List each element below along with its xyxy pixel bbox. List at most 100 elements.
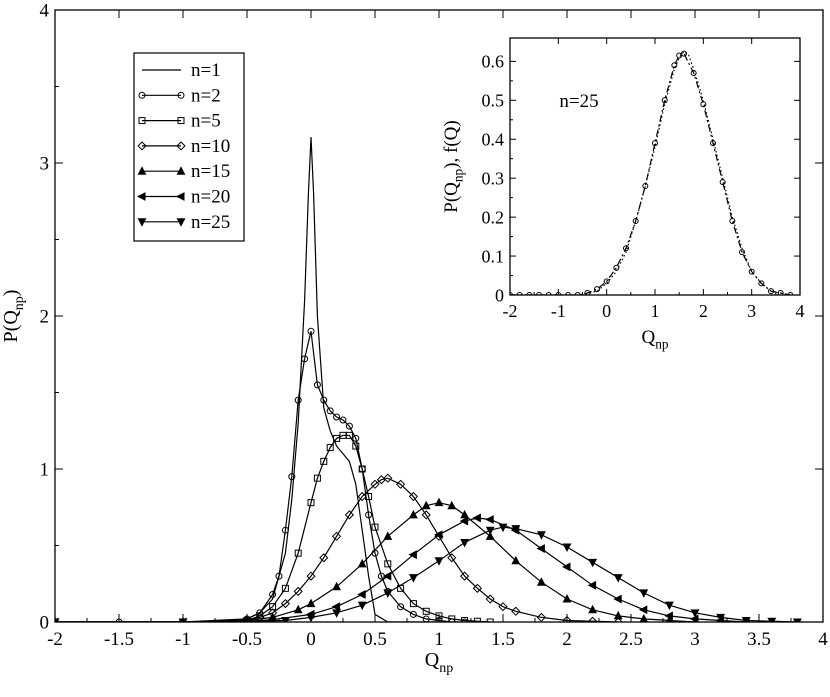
data-point-triangle-up <box>383 531 393 540</box>
y-tick-label: 0.6 <box>482 52 505 72</box>
data-point-circle <box>516 292 523 295</box>
y-tick-label: 2 <box>40 307 50 328</box>
data-point-circle <box>787 292 794 295</box>
data-point-circle <box>652 140 658 147</box>
data-point-circle <box>307 327 315 335</box>
data-point-triangle-left <box>434 530 443 540</box>
data-point-circle <box>435 616 443 622</box>
data-point-diamond <box>395 479 406 489</box>
x-tick-label: -2 <box>47 629 63 650</box>
series-line <box>55 434 491 622</box>
data-point-triangle-left <box>459 516 469 526</box>
data-point-triangle-down <box>460 538 470 548</box>
data-point-diamond <box>176 141 186 151</box>
data-point-triangle-left <box>613 594 622 604</box>
data-point-triangle-up <box>306 598 316 608</box>
data-point-triangle-down <box>242 617 252 622</box>
x-tick-label: 3 <box>747 301 756 321</box>
x-tick-label: 0.5 <box>363 629 387 650</box>
data-point-circle <box>594 286 600 293</box>
data-point-triangle-left <box>331 602 341 612</box>
legend-item: n=1 <box>142 60 221 81</box>
data-point-triangle-up <box>408 509 418 519</box>
plot-frame <box>509 37 801 296</box>
x-tick-label: -1 <box>551 301 566 321</box>
data-point-triangle-up <box>332 581 342 591</box>
data-point-circle <box>339 416 347 424</box>
data-point-triangle-up <box>613 610 623 620</box>
data-point-circle <box>603 278 610 285</box>
legend-item: n=10 <box>137 136 230 157</box>
data-point-circle <box>526 292 533 295</box>
series-n=25 <box>55 523 802 622</box>
x-tick-label: 0 <box>602 301 611 321</box>
data-point-square <box>269 603 277 611</box>
data-point-triangle-down <box>792 618 802 622</box>
data-point-diamond <box>137 141 147 151</box>
y-tick-label: 4 <box>40 1 50 22</box>
data-point-triangle-left <box>137 192 146 201</box>
data-point-triangle-left <box>664 611 673 621</box>
data-point-circle <box>288 473 296 481</box>
data-point-triangle-down <box>562 543 572 553</box>
data-point-triangle-left <box>690 614 699 622</box>
legend-label: n=10 <box>191 136 230 157</box>
data-point-triangle-down <box>357 601 367 611</box>
data-point-diamond <box>498 602 508 612</box>
inset-annotation: n=25 <box>559 91 598 112</box>
data-point-diamond <box>447 553 457 563</box>
data-point-circle <box>632 218 639 225</box>
data-point-circle <box>758 280 765 287</box>
data-point-circle <box>565 292 571 295</box>
data-point-square <box>294 549 302 557</box>
data-point-square <box>345 431 353 439</box>
data-point-circle <box>281 526 289 534</box>
data-point-circle <box>115 618 123 622</box>
series-n=10 <box>55 473 623 622</box>
data-point-square <box>320 457 328 465</box>
data-point-triangle-up <box>357 558 367 568</box>
data-point-triangle-left <box>472 513 481 523</box>
data-point-triangle-left <box>176 192 185 201</box>
data-point-circle <box>661 97 668 104</box>
legend-item: n=5 <box>138 111 221 132</box>
x-tick-label: 2 <box>562 629 572 650</box>
data-point-triangle-down <box>716 613 726 622</box>
legend-label: n=25 <box>191 212 230 233</box>
inset-plot: -2 -1 0 1 2 3 4 0 0.1 0.2 0.3 0.4 0.5 0.6 Qnp P(Qnp), f… <box>441 37 805 352</box>
data-point-circle <box>671 62 678 69</box>
data-point-triangle-up <box>511 555 521 565</box>
data-point-circle <box>365 511 373 519</box>
x-tick-label: 2.5 <box>619 629 643 650</box>
data-point-triangle-down <box>280 616 290 622</box>
data-point-circle <box>294 396 302 404</box>
x-tick-label: -0.5 <box>232 629 262 650</box>
data-point-triangle-left <box>382 571 392 581</box>
data-point-square <box>384 560 392 568</box>
data-point-diamond <box>357 491 367 502</box>
data-point-circle <box>326 407 334 415</box>
data-point-triangle-left <box>485 515 494 524</box>
y-tick-label: 3 <box>40 154 50 175</box>
data-point-diamond <box>613 617 623 622</box>
legend-label: n=1 <box>191 60 221 81</box>
series-line <box>55 477 619 622</box>
data-point-diamond <box>472 583 483 593</box>
data-point-triangle-down <box>639 589 649 598</box>
legend-label: n=5 <box>191 111 221 132</box>
legend-item: n=20 <box>137 187 230 208</box>
data-point-triangle-down <box>664 601 674 611</box>
x-tick-label: 1 <box>651 301 660 321</box>
data-point-triangle-down <box>55 618 60 622</box>
x-tick-label: -1 <box>175 629 191 650</box>
data-point-triangle-down <box>176 218 186 227</box>
data-point-diamond <box>408 491 419 502</box>
data-point-diamond <box>331 531 342 541</box>
data-point-triangle-up <box>562 594 572 603</box>
data-point-triangle-up <box>421 500 431 510</box>
data-point-triangle-up <box>666 615 673 622</box>
data-point-triangle-down <box>767 617 777 622</box>
data-point-triangle-up <box>485 531 495 540</box>
